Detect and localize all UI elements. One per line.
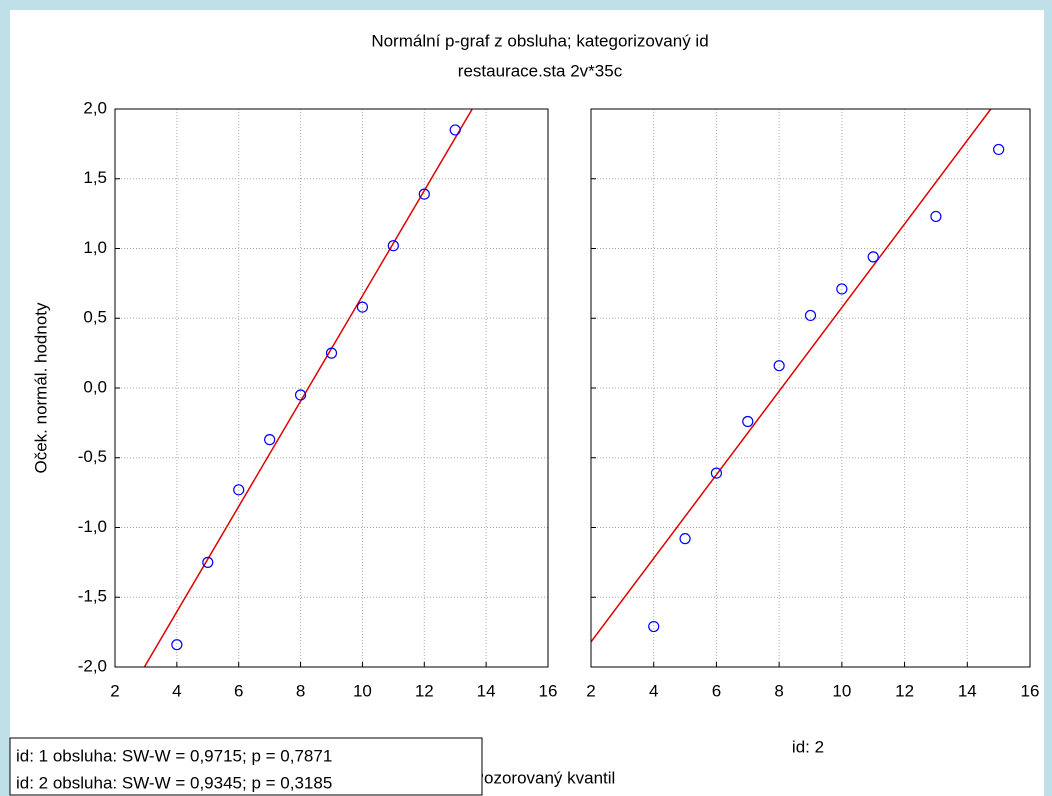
chart-title: Normální p-graf z obsluha; kategorizovan… [371,31,708,50]
fit-line [591,109,992,643]
x-tick-label: 16 [1021,681,1040,700]
background [10,10,1044,796]
point [171,639,183,651]
x-tick-label: 14 [958,681,977,700]
y-tick-label: -0,5 [78,447,107,466]
x-tick-label: 8 [774,681,783,700]
point [202,556,214,568]
x-tick-label: 6 [234,681,243,700]
x-tick-label: 14 [477,681,496,700]
point [325,347,338,359]
plot-frame [114,108,549,668]
point [867,251,879,263]
x-tick-label: 8 [296,681,305,700]
point [418,188,430,200]
point [356,301,369,313]
x-tick-label: 10 [353,681,372,700]
x-axis-label: Pozorovaný kvantil [473,768,616,787]
x-tick-label: 4 [172,681,181,700]
point [294,389,307,401]
x-tick-label: 4 [649,681,658,700]
y-tick-label: -1,5 [78,587,107,606]
point [930,210,942,223]
point [773,360,785,372]
panel-label: id: 2 [792,737,824,756]
point [710,467,723,479]
x-tick-label: 16 [539,681,558,700]
x-tick-label: 2 [110,681,119,700]
stats-line: id: 1 obsluha: SW-W = 0,9715; p = 0,7871 [16,746,332,765]
point [993,143,1005,156]
point [233,484,245,496]
x-tick-label: 12 [415,681,434,700]
x-tick-label: 10 [832,681,851,700]
x-tick-label: 2 [586,681,595,700]
point [648,620,660,633]
chart-subtitle: restaurace.sta 2v*35c [458,61,623,80]
point [742,415,754,428]
point [804,309,817,322]
y-tick-label: 1,5 [83,168,107,187]
x-tick-label: 6 [712,681,721,700]
point [449,124,461,136]
point [679,533,691,545]
plot-frame [590,108,1031,668]
y-tick-label: 0,0 [83,377,107,396]
fit-line [143,109,473,667]
stats-box-frame [9,737,483,796]
y-tick-label: 0,5 [83,308,107,327]
x-tick-label: 12 [895,681,914,700]
y-tick-label: -2,0 [78,656,107,675]
y-axis-label: Oček. normál. hodnoty [31,302,50,474]
point [264,434,276,446]
y-tick-label: -1,0 [78,517,107,536]
y-tick-label: 1,0 [83,238,107,257]
stats-line: id: 2 obsluha: SW-W = 0,9345; p = 0,3185 [16,773,332,792]
stats-box: id: 1 obsluha: SW-W = 0,9715; p = 0,7871… [9,737,483,796]
point [836,283,848,295]
point [387,240,399,252]
y-tick-label: 2,0 [83,98,107,117]
